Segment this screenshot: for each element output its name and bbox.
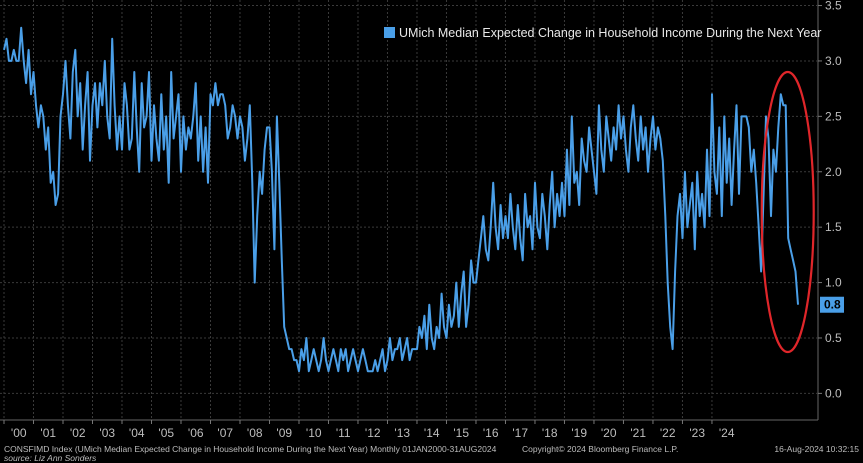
y-tick-label: 0.5	[825, 331, 842, 345]
x-tick-label: '00	[11, 426, 27, 440]
last-value-box	[820, 296, 844, 313]
x-tick-label: '19	[571, 426, 587, 440]
footer-source: source: Liz Ann Sonders	[4, 453, 859, 463]
x-tick-label: '14	[424, 426, 440, 440]
y-tick-label: 1.5	[825, 220, 842, 234]
y-tick-label: 2.5	[825, 109, 842, 123]
x-tick-label: '02	[70, 426, 86, 440]
annotation-ellipse	[760, 70, 815, 354]
x-tick-label: '09	[276, 426, 292, 440]
legend-swatch	[384, 27, 395, 38]
footer-timestamp: 16-Aug-2024 10:32:15	[774, 444, 859, 454]
y-tick-label: 1.0	[825, 276, 842, 290]
x-tick-label: '16	[483, 426, 499, 440]
x-tick-label: '21	[630, 426, 646, 440]
y-tick-label: 2.0	[825, 165, 842, 179]
x-tick-label: '11	[336, 426, 351, 440]
last-value-label: 0.8	[824, 298, 841, 312]
x-tick-label: '18	[542, 426, 558, 440]
annotation-layer	[760, 70, 815, 354]
x-tick-label: '23	[689, 426, 705, 440]
x-tick-label: '07	[217, 426, 233, 440]
y-tick-label: 0.0	[825, 386, 842, 400]
y-tick-label: 3.0	[825, 54, 842, 68]
footer-copyright: Copyright© 2024 Bloomberg Finance L.P.	[522, 444, 679, 454]
x-tick-label: '22	[660, 426, 676, 440]
last-value-badge: 0.8	[820, 296, 844, 313]
x-tick-label: '01	[40, 426, 56, 440]
x-tick-label: '06	[188, 426, 204, 440]
legend-label: UMich Median Expected Change in Househol…	[399, 26, 821, 40]
x-tick-label: '03	[99, 426, 115, 440]
x-tick-label: '05	[158, 426, 174, 440]
x-tick-label: '17	[512, 426, 528, 440]
grid-lines	[0, 0, 819, 421]
x-tick-label: '12	[365, 426, 381, 440]
x-tick-label: '10	[306, 426, 322, 440]
footer-source-label: source: Liz Ann Sonders	[4, 453, 97, 463]
chart: '00 '01 '02 '03 '04 '05 '06 '07 '08 '09 '10 '11 '12 '…	[0, 0, 844, 440]
footer-info: CONSFIMD Index (UMich Median Expected Ch…	[4, 444, 859, 454]
x-tick-label: '13	[394, 426, 410, 440]
series-layer	[3, 26, 799, 373]
footer-ticker: CONSFIMD Index (UMich Median Expected Ch…	[4, 444, 497, 454]
y-axis: 3.5 3.0 2.5 2.0 1.5 1.0 0.5 0.0	[818, 0, 842, 400]
y-tick-label: 3.5	[825, 0, 842, 13]
x-tick-label: '15	[453, 426, 469, 440]
x-tick-label: '20	[601, 426, 617, 440]
x-tick-label: '08	[247, 426, 263, 440]
x-axis: '00 '01 '02 '03 '04 '05 '06 '07 '08 '09 '10 '11 '12 '…	[3, 420, 735, 440]
x-tick-label: '24	[719, 426, 735, 440]
legend: UMich Median Expected Change in Househol…	[384, 26, 821, 40]
series-line	[3, 26, 799, 373]
x-tick-label: '04	[129, 426, 145, 440]
